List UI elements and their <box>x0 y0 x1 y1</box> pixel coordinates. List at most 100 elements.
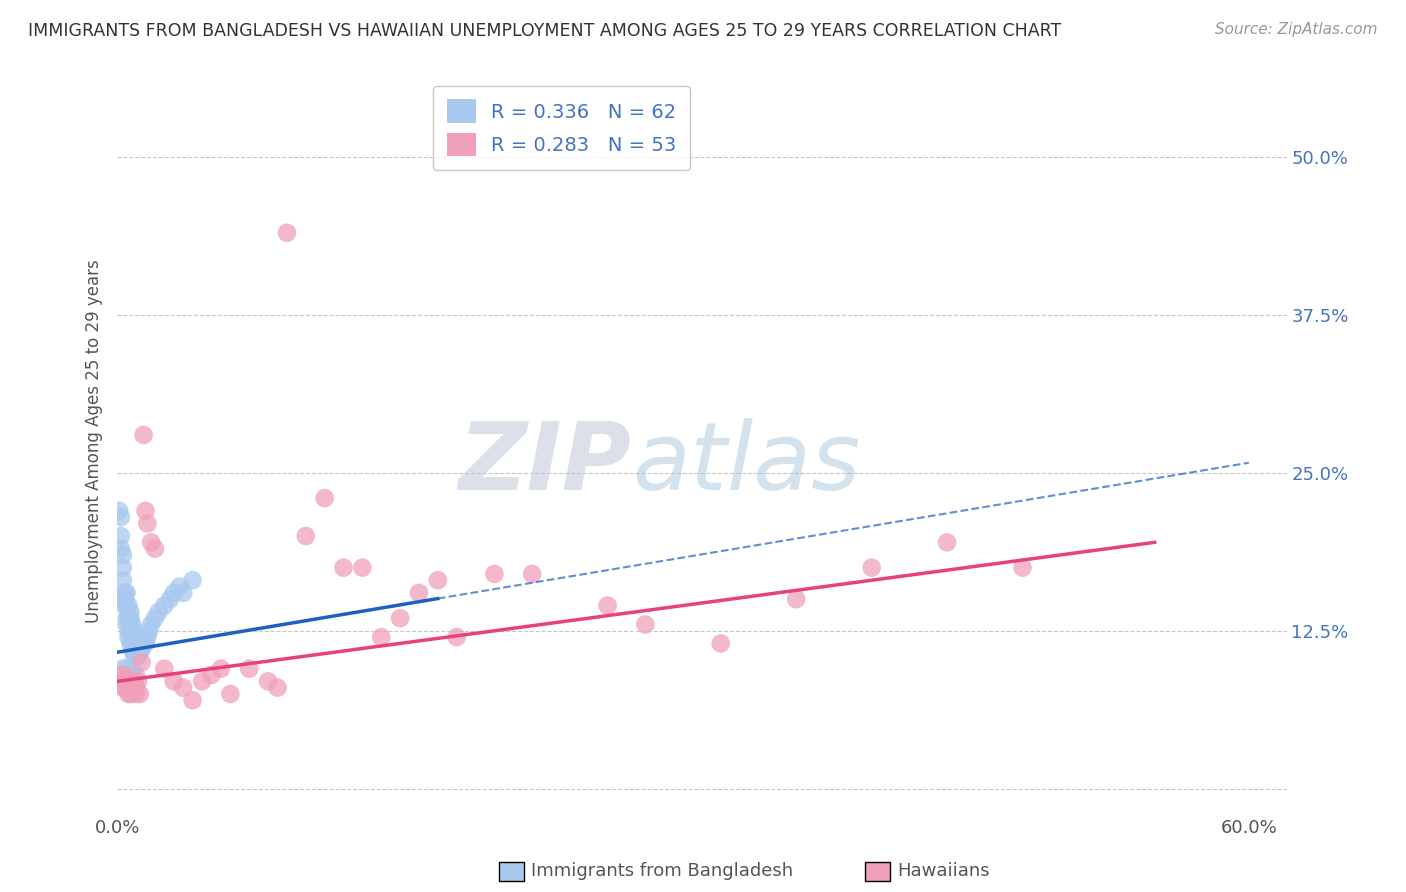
Point <box>115 662 138 676</box>
Point <box>117 630 139 644</box>
Point <box>117 687 139 701</box>
Point <box>120 674 142 689</box>
Point <box>209 662 232 676</box>
Point <box>134 504 156 518</box>
Point <box>121 624 143 638</box>
Point <box>115 674 138 689</box>
Text: IMMIGRANTS FROM BANGLADESH VS HAWAIIAN UNEMPLOYMENT AMONG AGES 25 TO 29 YEARS CO: IMMIGRANTS FROM BANGLADESH VS HAWAIIAN U… <box>28 22 1062 40</box>
Point <box>121 642 143 657</box>
Point <box>257 674 280 689</box>
Point <box>122 636 145 650</box>
Point <box>163 586 186 600</box>
Point <box>143 541 166 556</box>
Point <box>111 662 134 676</box>
Point <box>936 535 959 549</box>
Point <box>122 624 145 638</box>
Point <box>122 674 145 689</box>
Point <box>125 648 148 663</box>
Point <box>117 668 139 682</box>
Point <box>294 529 316 543</box>
Point <box>111 674 134 689</box>
Point <box>127 648 149 663</box>
Point <box>120 681 142 695</box>
Point <box>122 648 145 663</box>
Point <box>120 636 142 650</box>
Point <box>108 504 131 518</box>
Point <box>200 668 222 682</box>
Point <box>132 428 155 442</box>
Point <box>120 624 142 638</box>
Point <box>115 611 138 625</box>
Point <box>115 617 138 632</box>
Point <box>370 630 392 644</box>
Point <box>266 681 288 695</box>
Legend: R = 0.336   N = 62, R = 0.283   N = 53: R = 0.336 N = 62, R = 0.283 N = 53 <box>433 86 690 170</box>
Text: ZIP: ZIP <box>458 417 631 509</box>
Point <box>114 592 136 607</box>
Point <box>332 560 354 574</box>
Point <box>115 599 138 613</box>
Text: Source: ZipAtlas.com: Source: ZipAtlas.com <box>1215 22 1378 37</box>
Point <box>117 624 139 638</box>
Point <box>136 630 159 644</box>
Point <box>172 681 194 695</box>
Point <box>238 662 260 676</box>
Point <box>125 630 148 644</box>
Point <box>131 642 153 657</box>
Point <box>131 630 153 644</box>
Point <box>110 668 132 682</box>
Point <box>153 599 176 613</box>
Point <box>121 617 143 632</box>
Point <box>134 636 156 650</box>
Point <box>860 560 883 574</box>
Point <box>120 605 142 619</box>
Point <box>143 611 166 625</box>
Point <box>1011 560 1033 574</box>
Text: Immigrants from Bangladesh: Immigrants from Bangladesh <box>531 863 793 880</box>
Point <box>148 605 170 619</box>
Point <box>114 599 136 613</box>
Point <box>125 687 148 701</box>
Point <box>115 681 138 695</box>
Point <box>121 674 143 689</box>
Point <box>136 516 159 531</box>
Point <box>276 226 298 240</box>
Text: Hawaiians: Hawaiians <box>897 863 990 880</box>
Point <box>115 586 138 600</box>
Point <box>127 674 149 689</box>
Point <box>114 668 136 682</box>
Point <box>128 642 150 657</box>
Point <box>446 630 468 644</box>
Point <box>596 599 619 613</box>
Point <box>634 617 657 632</box>
Point <box>426 574 449 588</box>
Point <box>484 566 506 581</box>
Point <box>314 491 336 505</box>
Point <box>121 668 143 682</box>
Point <box>181 574 204 588</box>
Point <box>408 586 430 600</box>
Point <box>122 642 145 657</box>
Point <box>138 624 160 638</box>
Point <box>111 574 134 588</box>
Point <box>125 636 148 650</box>
Point <box>128 687 150 701</box>
Point <box>114 586 136 600</box>
Point <box>352 560 374 574</box>
Point <box>111 560 134 574</box>
Point <box>125 668 148 682</box>
Point <box>153 662 176 676</box>
Point <box>111 548 134 562</box>
Point <box>125 681 148 695</box>
Point <box>117 611 139 625</box>
Point <box>114 668 136 682</box>
Point <box>134 630 156 644</box>
Point <box>139 617 162 632</box>
Point <box>122 681 145 695</box>
Y-axis label: Unemployment Among Ages 25 to 29 years: Unemployment Among Ages 25 to 29 years <box>86 260 103 624</box>
Point <box>132 636 155 650</box>
Point <box>128 636 150 650</box>
Point <box>117 674 139 689</box>
Point <box>520 566 543 581</box>
Point <box>127 636 149 650</box>
